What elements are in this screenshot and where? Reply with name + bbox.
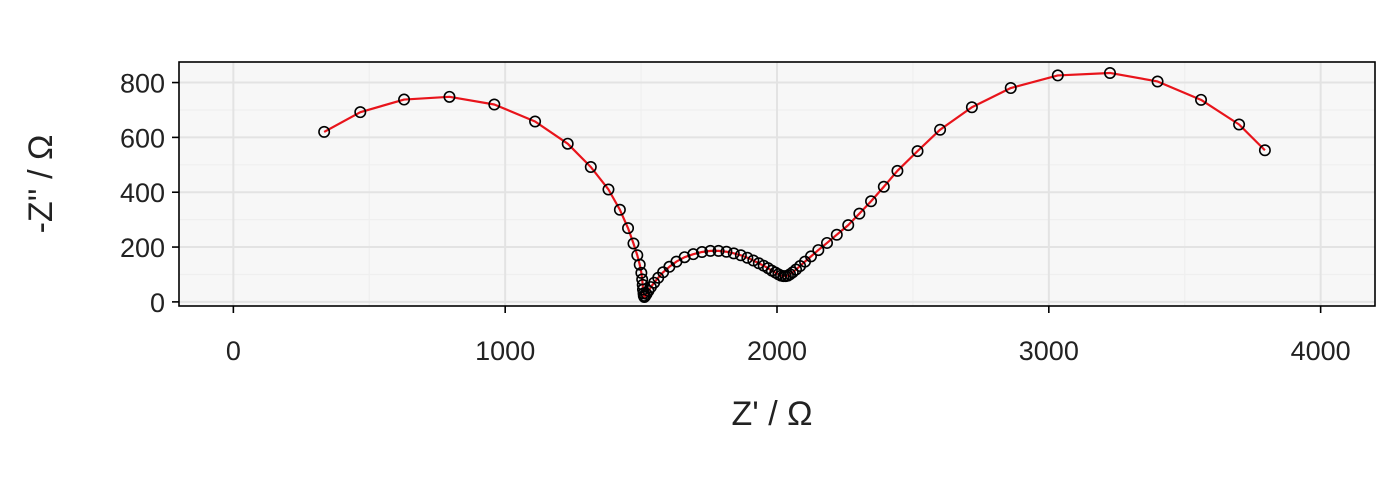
data-point [627,237,640,250]
data-point [529,115,542,128]
data-point [934,123,947,136]
x-axis: 0 1000 2000 3000 4000 [226,306,1351,366]
data-point [727,247,740,260]
data-point [804,250,817,263]
data-point [704,244,717,257]
y-tick-label: 800 [120,69,165,99]
data-point [877,180,890,193]
x-tick-label: 4000 [1291,336,1351,366]
data-point [398,93,411,106]
data-point [1151,75,1164,88]
data-point [695,245,708,258]
x-tick-label: 1000 [475,336,535,366]
data-point [965,101,978,114]
data-point [821,236,834,249]
data-point [842,219,855,232]
data-point [1258,144,1271,157]
data-point [830,228,843,241]
data-point [602,183,615,196]
data-points-layer [318,66,1271,303]
fit-line [323,71,1266,299]
data-point [1103,66,1116,79]
data-point [318,125,331,138]
y-tick-label: 600 [120,123,165,153]
x-tick-label: 2000 [747,336,807,366]
data-point [790,263,803,276]
y-tick-label: 400 [120,178,165,208]
data-point [613,203,626,216]
data-point [584,161,597,174]
data-point [1195,93,1208,106]
data-point [443,90,456,103]
data-point [853,207,866,220]
major-gridlines [179,62,1375,306]
data-point [741,251,754,264]
y-axis: 0 200 400 600 800 [120,69,179,318]
data-point [633,258,646,271]
data-point [891,164,904,177]
y-tick-label: 200 [120,233,165,263]
x-tick-label: 0 [226,336,241,366]
data-point [354,106,367,119]
x-axis-title: Z' / Ω [731,395,812,433]
data-point [865,195,878,208]
data-point [1051,69,1064,82]
data-point [622,222,635,235]
y-tick-label: 0 [150,288,165,318]
data-point [488,98,501,111]
y-axis-title: -Z'' / Ω [22,135,60,234]
data-point [635,266,648,279]
data-point [561,137,574,150]
fit-curve-layer [323,71,1266,299]
data-point [812,244,825,257]
data-point [911,145,924,158]
data-point [712,244,725,257]
data-point [734,249,747,262]
data-point [1233,118,1246,131]
x-tick-label: 3000 [1019,336,1079,366]
data-point [720,245,733,258]
data-point [1004,82,1017,95]
data-point [786,266,799,279]
data-point [687,248,700,261]
